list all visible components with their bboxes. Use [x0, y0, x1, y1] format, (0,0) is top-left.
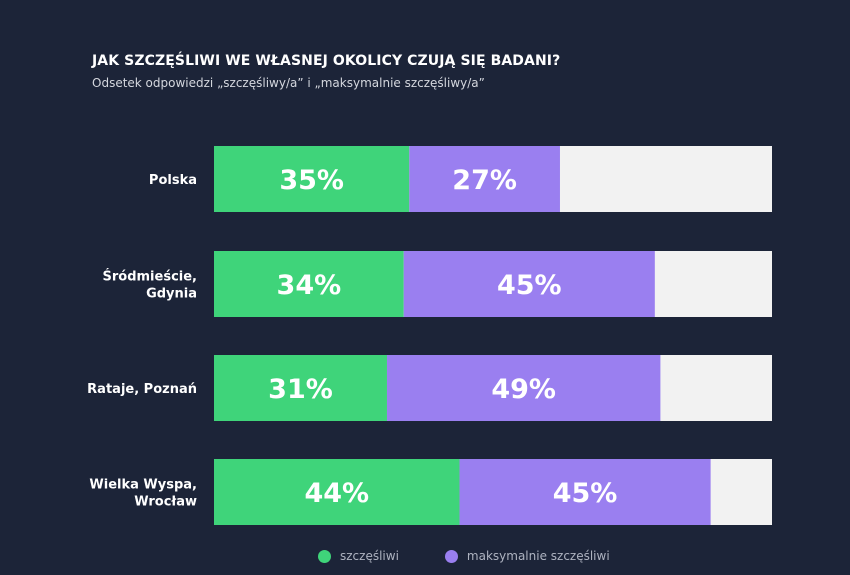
- data-label-happy-rataje-poznan: 31%: [268, 374, 333, 405]
- data-label-happy-srodmiescie-gdynia: 34%: [277, 270, 342, 301]
- category-label-srodmiescie-gdynia-line1: Śródmieście,: [103, 269, 198, 285]
- category-label-wielka-wyspa-wroclaw-line2: Wrocław: [134, 495, 197, 510]
- data-label-happy-polska: 35%: [279, 165, 344, 196]
- data-label-max-happy-polska: 27%: [452, 165, 517, 196]
- data-label-max-happy-rataje-poznan: 49%: [491, 374, 556, 405]
- bar-max-happy-srodmiescie-gdynia: [403, 251, 655, 317]
- legend-swatch-happy: [318, 549, 331, 563]
- legend-label-max-happy: maksymalnie szczęśliwi: [466, 549, 610, 563]
- data-label-max-happy-srodmiescie-gdynia: 45%: [497, 270, 562, 301]
- data-label-happy-wielka-wyspa-wroclaw: 44%: [304, 478, 369, 509]
- bar-happy-polska: [214, 146, 410, 212]
- category-label-rataje-poznan: Rataje, Poznań: [87, 382, 197, 397]
- data-label-max-happy-wielka-wyspa-wroclaw: 45%: [553, 478, 618, 509]
- bar-happy-srodmiescie-gdynia: [214, 251, 404, 317]
- legend: szczęśliwi maksymalnie szczęśliwi: [318, 549, 656, 563]
- legend-label-happy: szczęśliwi: [340, 549, 399, 563]
- bar-max-happy-wielka-wyspa-wroclaw: [459, 459, 711, 525]
- legend-item-max-happy: maksymalnie szczęśliwi: [444, 549, 610, 563]
- bar-happy-wielka-wyspa-wroclaw: [214, 459, 460, 525]
- category-label-polska: Polska: [149, 173, 197, 188]
- bar-max-happy-polska: [409, 146, 560, 212]
- chart-title: JAK SZCZĘŚLIWI WE WŁASNEJ OKOLICY CZUJĄ …: [92, 53, 561, 69]
- legend-item-happy: szczęśliwi: [318, 549, 399, 563]
- category-label-srodmiescie-gdynia-line2: Gdynia: [146, 287, 197, 302]
- bar-max-happy-rataje-poznan: [386, 355, 661, 421]
- chart-subtitle: Odsetek odpowiedzi „szczęśliwy/a” i „mak…: [92, 76, 485, 90]
- category-label-wielka-wyspa-wroclaw-line1: Wielka Wyspa,: [89, 478, 197, 493]
- bar-happy-rataje-poznan: [214, 355, 387, 421]
- legend-swatch-max-happy: [444, 549, 458, 563]
